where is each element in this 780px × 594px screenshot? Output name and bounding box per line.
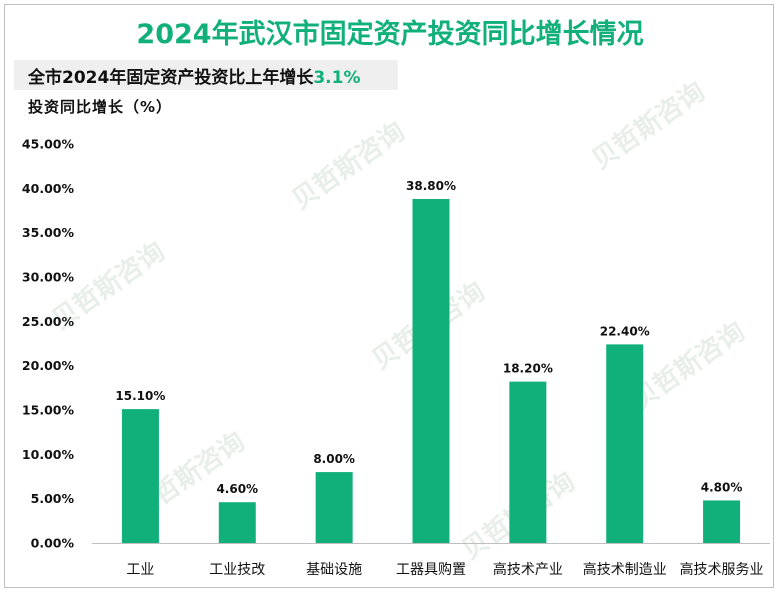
watermark-text: 贝哲斯咨询: [586, 76, 710, 176]
bar: [606, 344, 644, 543]
subtitle-prefix: 全市2024年固定资产投资比上年增长: [28, 68, 314, 88]
bars-layer: 0.00% 5.00% 10.00% 15.00% 20.00% 25.00% 30.00%…: [22, 137, 770, 578]
y-axis-label: 投资同比增长（%）: [28, 98, 173, 116]
y-tick-label: 20.00%: [22, 358, 75, 373]
bar-value-label: 18.20%: [503, 362, 553, 376]
y-tick-label: 45.00%: [22, 137, 75, 152]
bar-value-label: 8.00%: [313, 452, 355, 466]
y-tick-label: 30.00%: [22, 270, 75, 285]
y-tick-label: 0.00%: [31, 536, 75, 551]
bar-value-label: 4.80%: [701, 480, 743, 494]
bar-value-label: 4.60%: [216, 482, 258, 496]
bar: [121, 409, 159, 543]
y-tick-label: 10.00%: [22, 447, 75, 462]
subtitle-highlight: 3.1%: [313, 68, 361, 88]
bar-value-label: 15.10%: [115, 389, 165, 403]
bar: [315, 472, 353, 543]
x-category-label: 工器具购置: [396, 562, 466, 578]
bar: [218, 502, 256, 543]
y-tick-label: 25.00%: [22, 314, 75, 329]
x-category-label: 工业: [126, 562, 154, 578]
y-tick-label: 35.00%: [22, 225, 75, 240]
bar-value-label: 22.40%: [600, 324, 650, 338]
y-tick-label: 15.00%: [22, 403, 75, 418]
x-category-label: 工业技改: [209, 562, 265, 578]
x-category-label: 基础设施: [306, 561, 362, 578]
y-tick-label: 5.00%: [31, 491, 75, 506]
subtitle-background: [14, 60, 398, 90]
bar: [412, 198, 450, 543]
bar-value-label: 38.80%: [406, 179, 456, 193]
bar: [509, 381, 547, 543]
x-category-label: 高技术产业: [493, 561, 563, 578]
bar: [703, 500, 741, 543]
x-category-label: 高技术制造业: [583, 561, 667, 578]
watermark-text: 贝哲斯咨询: [286, 116, 410, 216]
x-category-label: 高技术服务业: [680, 561, 764, 578]
subtitle: 全市2024年固定资产投资比上年增长3.1%: [28, 63, 360, 88]
y-tick-label: 40.00%: [22, 181, 75, 196]
chart-title: 2024年武汉市固定资产投资同比增长情况: [136, 19, 644, 50]
